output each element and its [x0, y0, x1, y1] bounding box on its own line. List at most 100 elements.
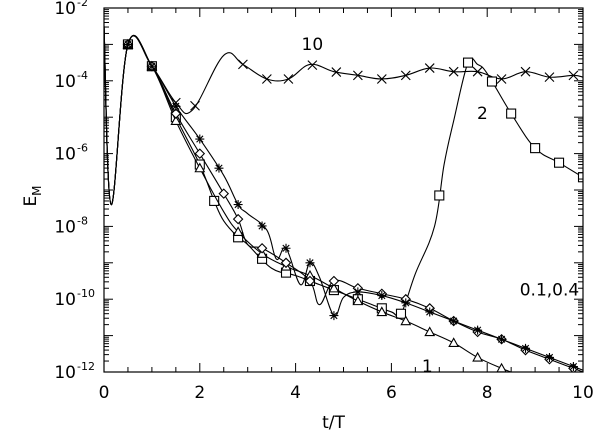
point-cross: [307, 60, 318, 71]
point-square: [577, 172, 583, 183]
series-diamond: [104, 26, 583, 372]
point-diamond: [218, 188, 230, 199]
point-diamond: [328, 275, 340, 287]
point-cross: [400, 70, 411, 81]
y-tick-exponent: -10: [77, 287, 95, 300]
point-asterisk: [449, 316, 459, 326]
point-asterisk: [544, 352, 554, 362]
point-asterisk: [353, 287, 363, 297]
point-triangle: [328, 282, 340, 293]
point-square: [553, 157, 565, 168]
point-square: [530, 143, 541, 154]
y-tick-exponent: -6: [77, 142, 88, 155]
y-tick-label: 10: [54, 290, 76, 310]
point-triangle: [232, 226, 244, 237]
y-tick-label: 10: [54, 217, 76, 237]
point-cross: [520, 66, 531, 77]
curve-label: 0.1,0.4: [520, 281, 579, 301]
y-axis-title-text: EM: [21, 185, 44, 206]
point-asterisk: [195, 134, 205, 144]
curve-label: 1: [422, 357, 433, 377]
series-line-square: [104, 26, 583, 318]
point-diamond: [256, 242, 268, 254]
plot-frame: [103, 7, 584, 373]
series-asterisk: [104, 26, 583, 372]
point-asterisk: [233, 200, 243, 210]
point-square: [486, 76, 498, 87]
x-tick-label: 10: [572, 383, 594, 403]
point-asterisk: [214, 163, 224, 173]
point-triangle: [194, 162, 206, 173]
point-square: [209, 195, 220, 206]
point-cross: [238, 59, 248, 70]
point-cross: [448, 66, 459, 77]
point-cross: [261, 74, 272, 84]
x-tick-label: 4: [290, 383, 301, 403]
point-asterisk: [147, 61, 157, 71]
point-cross: [472, 66, 483, 77]
curve-label: 2: [477, 104, 488, 124]
point-asterisk: [123, 39, 133, 49]
x-tick-label: 8: [482, 383, 493, 403]
y-tick-exponent: -4: [77, 69, 88, 82]
axes-layer: [103, 7, 584, 373]
point-asterisk: [257, 221, 267, 231]
x-tick-label: 0: [99, 383, 110, 403]
point-asterisk: [401, 298, 411, 308]
point-square: [462, 57, 474, 68]
point-triangle: [424, 326, 436, 337]
point-asterisk: [473, 325, 483, 335]
point-square: [395, 308, 407, 319]
point-diamond: [304, 275, 316, 287]
point-triangle: [496, 362, 507, 372]
point-diamond: [194, 148, 206, 159]
y-tick-label: 10: [54, 72, 76, 92]
y-tick-label: 10: [54, 145, 76, 165]
point-asterisk: [171, 101, 181, 111]
point-diamond: [280, 257, 292, 269]
point-diamond: [232, 213, 244, 225]
point-cross: [424, 63, 435, 73]
curve-label: 10: [302, 35, 324, 55]
point-triangle: [376, 306, 388, 317]
point-cross: [568, 70, 579, 81]
point-triangle: [448, 337, 460, 348]
y-tick-label: 10: [54, 0, 76, 19]
point-asterisk: [521, 343, 531, 353]
y-axis-title: EM: [21, 185, 44, 206]
point-cross: [376, 74, 387, 84]
point-asterisk: [305, 258, 315, 268]
x-axis-title: t/T: [322, 413, 345, 433]
y-tick-exponent: -12: [77, 360, 95, 373]
point-asterisk: [377, 291, 387, 301]
x-tick-label: 2: [194, 383, 205, 403]
series-layer: [104, 26, 583, 372]
point-triangle: [352, 295, 364, 306]
point-square: [506, 108, 517, 119]
y-tick-exponent: -8: [77, 214, 88, 227]
point-triangle: [400, 315, 412, 326]
y-tick-exponent: -2: [77, 0, 88, 9]
y-tick-label: 10: [54, 363, 76, 383]
point-cross: [190, 100, 200, 111]
point-asterisk: [568, 362, 578, 372]
point-diamond: [170, 108, 182, 119]
point-cross: [544, 72, 555, 83]
point-asterisk: [497, 334, 507, 344]
point-cross: [283, 74, 294, 84]
point-cross: [496, 74, 507, 84]
point-asterisk: [425, 307, 435, 317]
point-asterisk: [329, 311, 339, 321]
point-triangle: [472, 351, 484, 362]
point-cross: [352, 70, 363, 81]
x-tick-label: 6: [386, 383, 397, 403]
series-line-diamond: [104, 26, 583, 372]
point-cross: [331, 67, 342, 77]
point-triangle: [170, 115, 182, 125]
series-line-asterisk: [104, 26, 583, 371]
series-square: [104, 26, 583, 319]
point-square: [434, 190, 445, 201]
point-asterisk: [281, 243, 291, 253]
